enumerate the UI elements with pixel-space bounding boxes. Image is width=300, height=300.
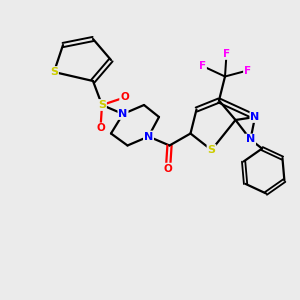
Text: O: O xyxy=(164,164,172,174)
Text: S: S xyxy=(98,100,106,110)
Text: F: F xyxy=(223,49,230,59)
Text: F: F xyxy=(244,65,251,76)
Text: F: F xyxy=(199,61,206,71)
Text: O: O xyxy=(96,123,105,134)
Text: N: N xyxy=(118,109,127,119)
Text: S: S xyxy=(50,67,58,77)
Text: S: S xyxy=(208,145,215,155)
Text: N: N xyxy=(144,131,153,142)
Text: O: O xyxy=(120,92,129,103)
Text: N: N xyxy=(246,134,255,145)
Text: N: N xyxy=(250,112,260,122)
